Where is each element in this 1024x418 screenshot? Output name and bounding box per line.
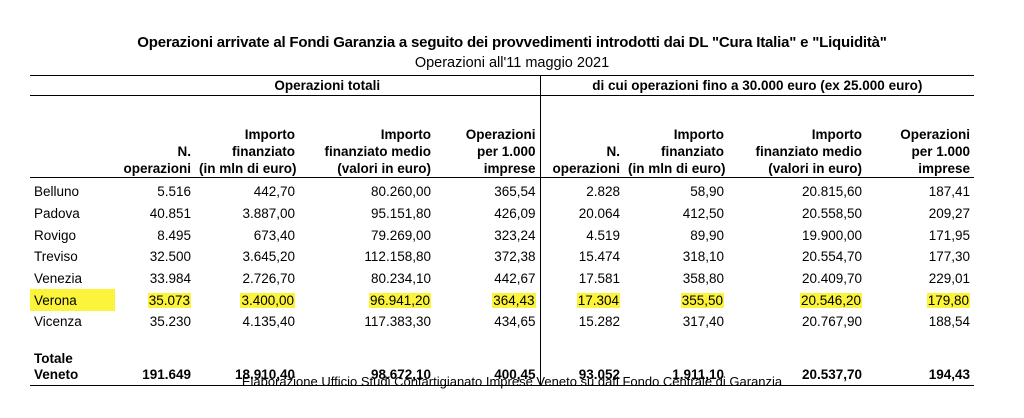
cell: 673,40 — [253, 227, 295, 243]
total-cell: 191.649 — [115, 332, 195, 386]
cell: 33.984 — [149, 271, 191, 287]
col-header-n-operazioni-30k: N. operazioni — [539, 95, 625, 178]
cell: 4.519 — [539, 224, 625, 247]
table-row-highlighted: Verona 35.073 3.400,00 96.941,20 364,43 … — [30, 289, 974, 312]
cell: 20.064 — [539, 202, 625, 225]
cell: 17.581 — [539, 267, 625, 290]
col-header-n-operazioni: N. operazioni — [115, 95, 195, 178]
highlighted-cell: 20.546,20 — [799, 292, 863, 308]
highlighted-cell: 35.073 — [147, 292, 191, 308]
cell: 117.383,30 — [364, 314, 431, 330]
highlighted-cell: 179,80 — [926, 292, 971, 308]
highlighted-cell: 3.400,00 — [240, 292, 295, 308]
total-cell: 18.910,40 — [195, 332, 299, 386]
col-header-operazioni-per-1000-30k: Operazioni per 1.000 imprese — [866, 95, 975, 178]
column-header-row: N. operazioni Importo finanziato (in mln di… — [30, 95, 975, 178]
cell: 3.887,00 — [242, 206, 295, 222]
table-row: Belluno 5.516 442,70 80.260,00 365,54 2.… — [30, 177, 974, 203]
cell: 229,01 — [928, 271, 971, 287]
col-header-operazioni-per-1000: Operazioni per 1.000 imprese — [435, 95, 541, 178]
cell: 4.135,40 — [242, 314, 295, 330]
row-name: Belluno — [34, 184, 80, 200]
data-table: Operazioni totali di cui operazioni fino… — [30, 75, 975, 386]
cell: 80.234,10 — [370, 271, 431, 287]
cell: 20.409,70 — [801, 271, 863, 287]
row-name: Treviso — [34, 249, 78, 265]
cell: 434,65 — [494, 314, 536, 330]
cell: 318,10 — [682, 249, 725, 265]
col-header-importo-finanziato-30k: Importo finanziato (in mln di euro) — [624, 95, 729, 178]
cell: 89,90 — [690, 227, 725, 243]
table-row: Venezia 33.984 2.726,70 80.234,10 442,67… — [30, 267, 974, 290]
cell: 19.900,00 — [801, 227, 863, 243]
table-row: Rovigo 8.495 673,40 79.269,00 323,24 4.5… — [30, 224, 974, 247]
cell: 20.815,60 — [801, 184, 863, 200]
cell: 323,24 — [494, 227, 536, 243]
cell: 80.260,00 — [370, 184, 431, 200]
col-header-importo-finanziato: Importo finanziato (in mln di euro) — [195, 95, 299, 178]
cell: 35.230 — [149, 314, 191, 330]
col-header-importo-medio: Importo finanziato medio (valori in euro) — [299, 95, 435, 178]
cell: 20.767,90 — [801, 314, 863, 330]
cell: 442,70 — [253, 184, 295, 200]
group-header-fino-30000: di cui operazioni fino a 30.000 euro (ex… — [539, 75, 975, 96]
total-label: Totale Veneto — [30, 332, 115, 386]
cell: 58,90 — [690, 184, 725, 200]
total-cell: 98.672,10 — [299, 332, 435, 386]
cell: 112.158,80 — [364, 249, 431, 265]
col-header-importo-medio-30k: Importo finanziato medio (valori in euro) — [728, 95, 867, 178]
cell: 188,54 — [928, 314, 971, 330]
cell: 177,30 — [928, 249, 971, 265]
cell: 171,95 — [928, 227, 971, 243]
total-row: Totale Veneto 191.649 18.910,40 98.672,10… — [30, 332, 975, 386]
total-cell: 1.911,10 — [624, 332, 729, 386]
cell: 95.151,80 — [370, 206, 431, 222]
cell: 32.500 — [149, 249, 191, 265]
cell: 40.851 — [149, 206, 191, 222]
cell: 15.474 — [539, 246, 625, 268]
highlighted-cell: 96.941,20 — [368, 292, 431, 308]
cell: 358,80 — [682, 271, 725, 287]
cell: 365,54 — [494, 184, 536, 200]
cell: 5.516 — [157, 184, 191, 200]
highlighted-cell: 355,50 — [680, 292, 725, 308]
cell: 8.495 — [157, 227, 191, 243]
cell: 372,38 — [494, 249, 536, 265]
row-name: Padova — [34, 206, 80, 222]
cell: 2.828 — [539, 177, 625, 203]
table-row: Padova 40.851 3.887,00 95.151,80 426,09 … — [30, 202, 974, 225]
table-title: Operazioni arrivate al Fondi Garanzia a … — [137, 34, 887, 51]
highlighted-cell: 17.304 — [576, 292, 621, 308]
cell: 79.269,00 — [370, 227, 431, 243]
cell: 15.282 — [539, 311, 625, 333]
total-cell: 20.537,70 — [728, 332, 867, 386]
table-subtitle: Operazioni all'11 maggio 2021 — [414, 55, 610, 71]
total-cell: 93.052 — [539, 332, 625, 386]
cell: 2.726,70 — [242, 271, 295, 287]
table-row: Vicenza 35.230 4.135,40 117.383,30 434,6… — [30, 311, 974, 333]
total-cell: 194,43 — [866, 332, 975, 386]
row-name: Venezia — [34, 271, 83, 287]
cell: 20.554,70 — [801, 249, 863, 265]
cell: 20.558,50 — [801, 206, 863, 222]
group-header-totali: Operazioni totali — [115, 75, 541, 96]
source-note: Elaborazione Ufficio Studi Confartigiana… — [241, 374, 783, 389]
cell: 426,09 — [494, 206, 536, 222]
cell: 442,67 — [494, 271, 536, 287]
cell: 209,27 — [928, 206, 971, 222]
cell: 317,40 — [682, 314, 725, 330]
row-name: Vicenza — [34, 314, 82, 330]
cell: 412,50 — [682, 206, 725, 222]
group-header-row: Operazioni totali di cui operazioni fino… — [30, 75, 975, 96]
total-cell: 400,45 — [435, 332, 541, 386]
highlighted-cell: 364,43 — [492, 292, 536, 308]
row-name: Verona — [30, 289, 115, 312]
cell: 187,41 — [928, 184, 971, 200]
row-name: Rovigo — [34, 227, 77, 243]
cell: 3.645,20 — [242, 249, 295, 265]
table-row: Treviso 32.500 3.645,20 112.158,80 372,3… — [30, 246, 974, 268]
